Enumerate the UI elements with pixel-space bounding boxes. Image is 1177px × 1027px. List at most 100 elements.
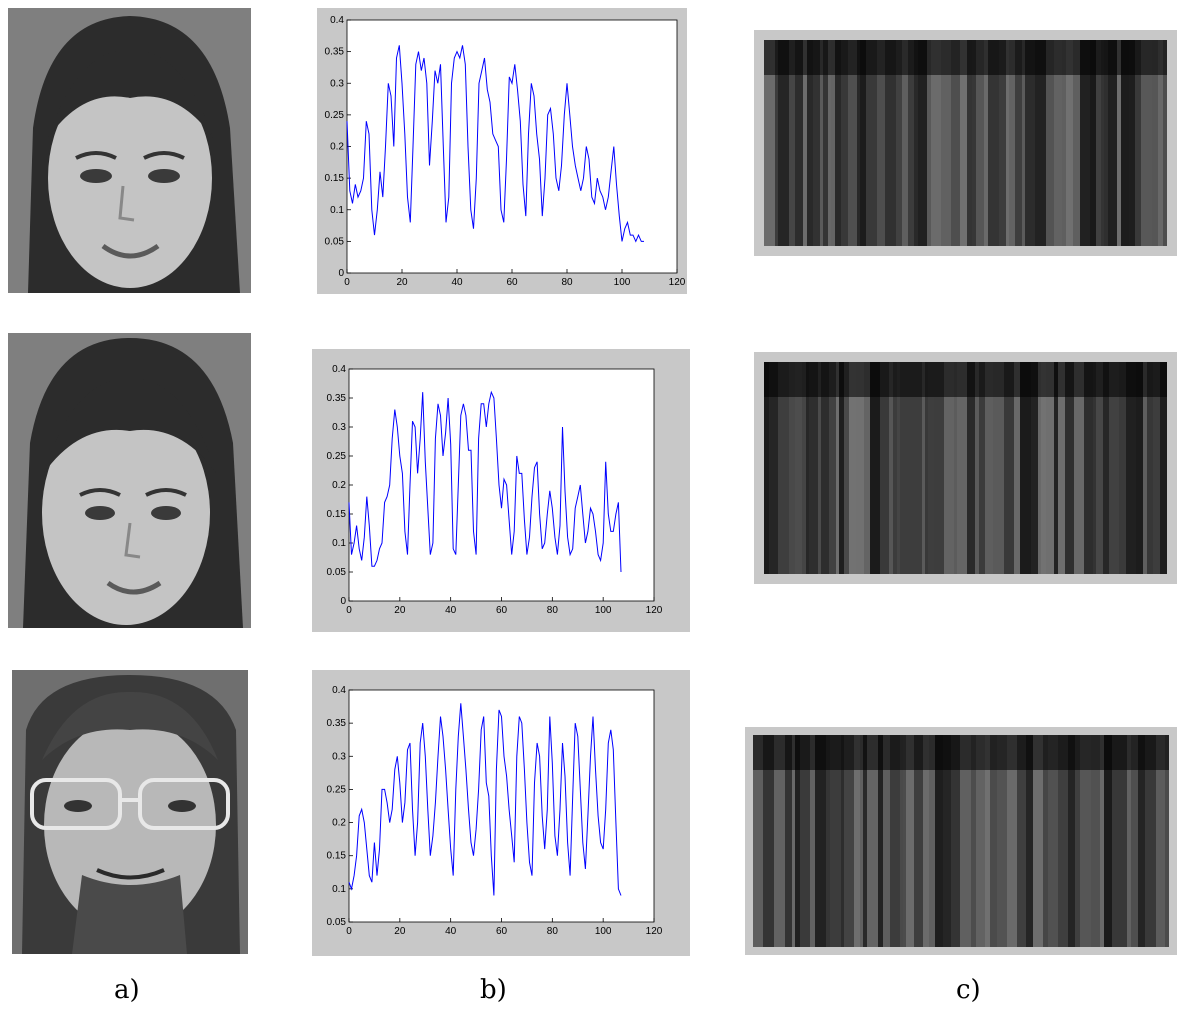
stripe-band <box>836 397 839 574</box>
stripe-band <box>803 75 807 246</box>
stripe-band <box>1046 75 1054 246</box>
stripe-top-band <box>1070 40 1073 75</box>
face-image-2 <box>8 333 251 628</box>
stripe-top-band <box>960 40 967 75</box>
stripe-band <box>1138 770 1145 947</box>
stripe-band <box>928 397 934 574</box>
stripe-band <box>911 397 922 574</box>
stripe-top-band <box>896 40 902 75</box>
stripe-top-band <box>900 362 911 397</box>
stripe-band <box>1135 75 1141 246</box>
stripe-top-band <box>818 362 821 397</box>
stripe-top-band <box>927 40 931 75</box>
stripe-band <box>1109 397 1119 574</box>
stripe-top-band <box>785 735 792 770</box>
stripe-top-band <box>935 735 943 770</box>
stripe-top-band <box>906 735 914 770</box>
stripe-top-band <box>914 735 923 770</box>
x-tick-label: 60 <box>496 926 508 937</box>
stripe-top-band <box>984 40 988 75</box>
stripe-top-band <box>990 735 997 770</box>
stripe-band <box>789 75 795 246</box>
stripe-band <box>792 770 795 947</box>
stripe-band <box>774 770 785 947</box>
y-tick-label: 0.1 <box>332 884 346 895</box>
stripe-band <box>1145 770 1156 947</box>
stripe-band <box>826 770 830 947</box>
stripe-band <box>878 770 883 947</box>
stripe-band <box>993 397 1004 574</box>
face-image-3-graphic <box>12 670 248 954</box>
stripe-band <box>889 397 893 574</box>
stripe-band <box>866 75 877 246</box>
stripe-band <box>844 397 849 574</box>
stripe-band <box>988 75 999 246</box>
stripe-top-band <box>763 735 774 770</box>
stripe-band <box>763 770 774 947</box>
stripe-top-band <box>1038 362 1041 397</box>
stripe-top-band <box>789 40 795 75</box>
stripe-band <box>941 75 951 246</box>
stripe-band <box>775 75 778 246</box>
caption-b: b) <box>480 975 507 1005</box>
stripe-band <box>1075 770 1080 947</box>
stripe-band <box>1101 75 1104 246</box>
stripe-band <box>807 75 813 246</box>
stripe-top-band <box>1062 40 1066 75</box>
stripe-band <box>753 770 763 947</box>
stripe-band <box>1020 397 1031 574</box>
stripe-band <box>844 770 854 947</box>
stripe-top-band <box>954 362 957 397</box>
stripe-top-band <box>849 362 856 397</box>
stripe-band <box>860 75 866 246</box>
stripe-band <box>863 770 867 947</box>
stripe-band <box>764 397 769 574</box>
stripe-top-band <box>1109 362 1119 397</box>
stripe-top-band <box>829 362 836 397</box>
stripe-band <box>857 75 860 246</box>
stripe-top-band <box>1100 735 1104 770</box>
stripe-band <box>810 770 815 947</box>
x-tick-label: 120 <box>669 277 686 288</box>
stripe-band <box>951 75 960 246</box>
stripe-band <box>967 75 972 246</box>
stripe-top-band <box>880 362 889 397</box>
stripe-band <box>984 75 988 246</box>
stripe-band <box>1014 397 1020 574</box>
stripe-band <box>1090 75 1096 246</box>
stripe-top-band <box>844 362 849 397</box>
stripe-top-band <box>1007 735 1017 770</box>
stripe-band <box>839 397 844 574</box>
stripe-top-band <box>897 362 900 397</box>
stripe-band <box>1022 75 1025 246</box>
stripe-band <box>885 75 896 246</box>
stripe-band <box>1117 75 1121 246</box>
stripe-top-band <box>839 362 844 397</box>
stripe-band <box>979 397 985 574</box>
stripe-top-band <box>870 362 880 397</box>
stripe-top-band <box>1119 362 1126 397</box>
x-tick-label: 40 <box>451 277 463 288</box>
stripe-top-band <box>951 735 960 770</box>
stripe-top-band <box>1084 362 1093 397</box>
x-tick-label: 0 <box>346 605 352 616</box>
stripe-band <box>809 397 818 574</box>
stripe-top-band <box>934 362 944 397</box>
stripe-top-band <box>1127 735 1131 770</box>
stripe-top-band <box>922 362 925 397</box>
stripe-top-band <box>885 40 896 75</box>
stripe-band <box>931 75 941 246</box>
y-tick-label: 0.25 <box>327 784 347 795</box>
stripe-top-band <box>900 735 903 770</box>
stripe-band <box>1096 397 1103 574</box>
stripe-band <box>1126 397 1136 574</box>
stripe-band <box>897 397 900 574</box>
y-tick-label: 0.15 <box>325 173 345 184</box>
stripe-top-band <box>1054 362 1058 397</box>
stripe-band <box>1006 75 1009 246</box>
face-image-3 <box>12 670 248 954</box>
stripe-top-band <box>1121 40 1129 75</box>
stripe-band <box>900 397 911 574</box>
stripe-top-band <box>1058 735 1068 770</box>
stripe-top-band <box>844 735 854 770</box>
